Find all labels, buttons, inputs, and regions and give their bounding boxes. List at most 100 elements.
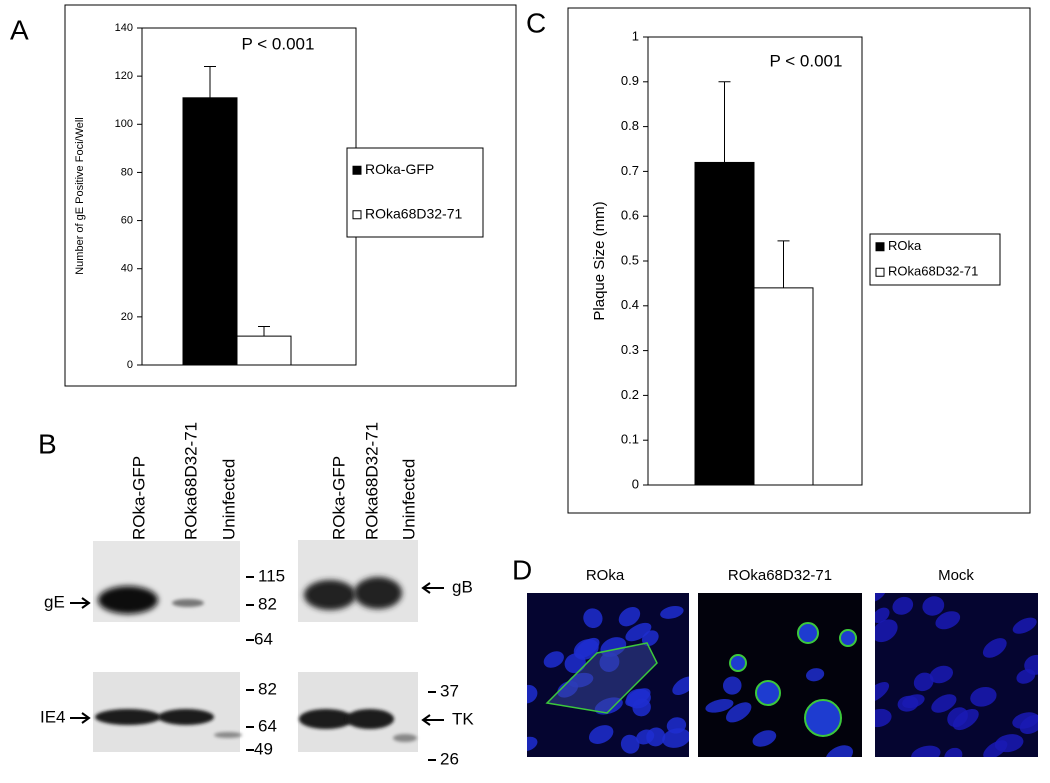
y-axis-label: Number of gE Positive Foci/Well (74, 117, 86, 275)
protein-label: gE (44, 592, 65, 611)
infected-cell (839, 629, 857, 647)
nucleus (625, 622, 652, 642)
nucleus (944, 747, 963, 757)
infected-cell (797, 622, 819, 644)
arrow (421, 582, 444, 594)
blot (93, 541, 240, 622)
panel-label: D (512, 554, 532, 585)
nucleus (1019, 714, 1038, 734)
cells (705, 622, 857, 757)
blot (298, 672, 418, 752)
nucleus (705, 698, 734, 713)
legend-swatch (352, 165, 362, 175)
nucleus (983, 740, 1008, 757)
lane-label: Uninfected (219, 459, 238, 540)
blot-band (346, 709, 394, 729)
protein-label: TK (452, 709, 474, 728)
legend-label: ROka-GFP (365, 161, 434, 177)
micrograph (875, 593, 1038, 757)
lane-label: ROka-GFP (129, 456, 148, 540)
condition-label: Mock (938, 567, 974, 584)
micrograph (698, 593, 862, 757)
nucleus (618, 606, 641, 627)
blot-band (158, 709, 214, 725)
size-marker: 82 (258, 594, 277, 613)
nucleus (875, 593, 886, 603)
nucleus (726, 702, 752, 723)
y-tick-label: 120 (115, 70, 133, 82)
nucleus (588, 725, 614, 744)
nucleus (527, 736, 538, 752)
blot-band (354, 577, 402, 609)
bar (694, 161, 755, 486)
condition-label: ROka (586, 567, 625, 584)
y-tick-label: 0 (127, 359, 133, 371)
arrow (70, 712, 91, 724)
micrograph (527, 593, 689, 757)
size-markers: 115 82 64 82 64 49 37 26 (246, 566, 459, 768)
size-marker: 82 (258, 679, 277, 698)
legend-label: ROka68D32-71 (888, 264, 978, 279)
legend-swatch (875, 242, 885, 252)
legend-box (346, 147, 484, 238)
nucleus (875, 708, 892, 728)
nucleus (573, 639, 599, 660)
error-bar (777, 240, 790, 288)
error-bar (258, 325, 270, 337)
y-tick-label: 140 (115, 22, 133, 34)
bar (753, 287, 814, 486)
blot-band (393, 734, 417, 742)
panel-label: B (38, 428, 57, 459)
size-marker: 49 (254, 739, 273, 758)
legend-label: ROka68D32-71 (365, 205, 462, 221)
y-tick-label: 100 (115, 118, 133, 130)
nucleus (722, 676, 742, 695)
nucleus (660, 605, 684, 619)
infected-cell (804, 699, 842, 737)
y-tick-label: 0.9 (621, 73, 639, 88)
y-tick-label: 40 (121, 263, 133, 275)
lane-labels: ROka-GFP ROka68D32-71 Uninfected ROka-GF… (129, 422, 418, 540)
infected-cell (545, 642, 658, 714)
condition-label: ROka68D32-71 (728, 567, 832, 584)
protein-label: IE4 (40, 707, 66, 726)
annotation: P < 0.001 (242, 34, 315, 53)
nucleus (527, 684, 538, 704)
size-marker: 115 (258, 566, 285, 585)
nucleus (543, 651, 564, 668)
y-tick-label: 60 (121, 214, 133, 226)
panel-frame (64, 4, 517, 387)
y-tick-label: 0.2 (621, 387, 639, 402)
error-bar (204, 66, 216, 98)
y-axis-label: Plaque Size (mm) (591, 201, 608, 320)
blot-background (298, 540, 418, 622)
y-tick-label: 0.8 (621, 118, 639, 133)
bar (236, 335, 292, 366)
blot-band (98, 586, 158, 614)
size-marker: 37 (440, 681, 459, 700)
y-tick-label: 0 (632, 476, 639, 491)
legend-box (869, 233, 1001, 286)
nucleus (875, 607, 890, 623)
nucleus (626, 688, 651, 709)
cells (875, 593, 1038, 757)
plot-frame (141, 27, 357, 366)
lane-label: ROka68D32-71 (362, 422, 381, 540)
nucleus (752, 730, 777, 747)
marker-dash (246, 576, 436, 761)
y-tick-label: 1 (632, 28, 639, 43)
nucleus (911, 745, 941, 757)
size-marker: 64 (254, 629, 273, 648)
legend-label: ROka (888, 238, 922, 253)
nucleus (646, 727, 666, 747)
nucleus (672, 676, 689, 696)
protein-label: gB (452, 577, 473, 596)
nucleus (929, 665, 953, 684)
nucleus (935, 611, 961, 630)
y-tick-label: 0.3 (621, 342, 639, 357)
infected-cell (755, 680, 781, 706)
lane-label: ROka68D32-71 (181, 422, 200, 540)
micrographs (527, 593, 1038, 757)
nucleus (825, 745, 853, 757)
